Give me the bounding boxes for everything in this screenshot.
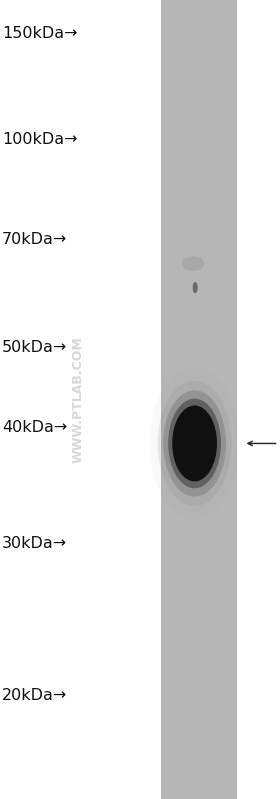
Text: 150kDa→: 150kDa→ [2,26,78,41]
Text: 50kDa→: 50kDa→ [2,340,67,355]
Text: 20kDa→: 20kDa→ [2,688,67,702]
Bar [163,0,235,799]
Ellipse shape [172,406,217,481]
Ellipse shape [168,399,221,488]
Ellipse shape [158,381,232,506]
Ellipse shape [163,391,226,497]
Ellipse shape [150,368,239,519]
Text: WWW.PTLAB.COM: WWW.PTLAB.COM [72,336,85,463]
Bar [161,0,237,799]
Text: 70kDa→: 70kDa→ [2,233,67,247]
Text: 100kDa→: 100kDa→ [2,133,78,147]
Text: 40kDa→: 40kDa→ [2,420,67,435]
Text: 30kDa→: 30kDa→ [2,536,67,551]
Ellipse shape [182,256,204,271]
Ellipse shape [193,282,198,293]
